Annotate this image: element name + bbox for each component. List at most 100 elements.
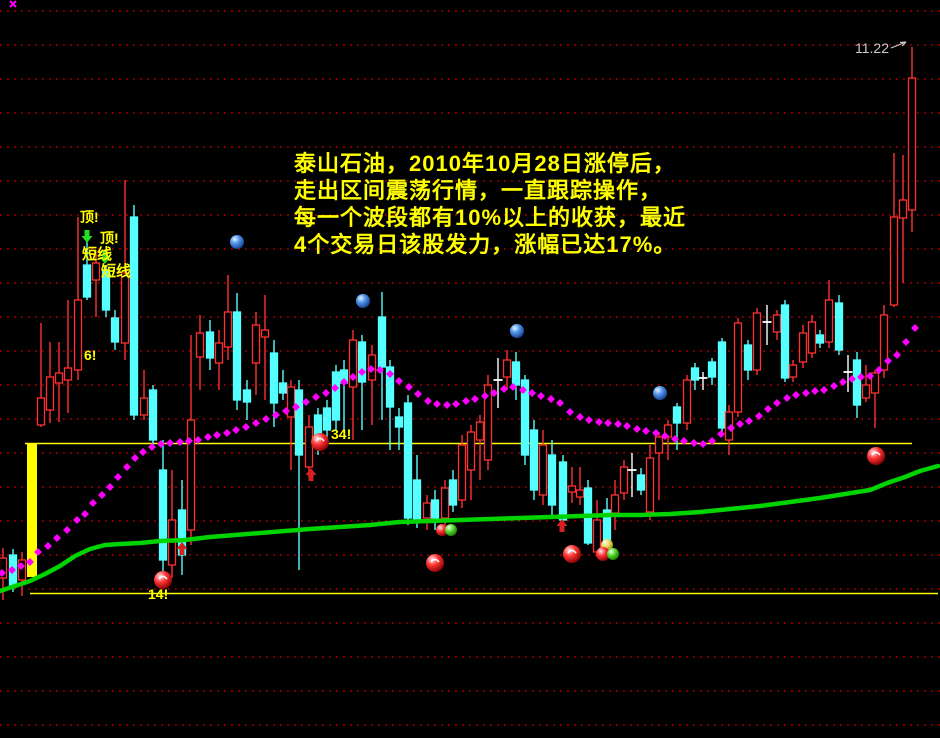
candle-body [879,314,889,371]
candle [762,305,772,345]
candle [772,310,782,340]
ma-dot [717,430,725,438]
ma-dot [73,516,81,524]
candle-body [422,502,432,519]
ma-dot [312,393,320,401]
point-label: 14! [148,586,168,602]
candle [54,342,64,422]
ball-shine [158,575,168,580]
ball [563,545,581,563]
candle-body [214,342,224,364]
candle [232,293,242,410]
ma-dot [699,440,707,448]
ma-dot [302,398,310,406]
red-ball-marker [596,547,610,561]
candle-body [260,329,270,338]
candle [654,432,664,500]
ma-dot [185,437,193,445]
candle-body [619,466,629,494]
candle [129,205,139,420]
candle [567,467,577,503]
ma-dot [89,499,97,507]
candle [707,358,717,385]
ma-dot [272,411,280,419]
ma-dot [642,427,650,435]
candle-body [815,334,825,344]
ma-dot [98,491,106,499]
candle [575,467,585,505]
candle-body [852,359,862,406]
ma-solid-line [0,463,940,594]
ma-dot [462,397,470,405]
candle [394,408,404,450]
candle-body [538,444,548,496]
candle-body [610,494,620,514]
candle [120,180,130,360]
candle-body [304,426,314,468]
ma-dot [262,415,270,423]
candle-body [278,382,288,394]
candle [367,345,377,425]
candle [63,300,73,413]
ma-dot [349,373,357,381]
candle-body [394,416,404,428]
candle [148,385,158,448]
blue-ball-marker [356,294,370,308]
candle [167,470,177,578]
candle-body [558,461,568,521]
candle-body [733,322,743,413]
ball [596,547,610,561]
candle-body [223,311,233,348]
candle [879,305,889,378]
ma-dot [764,405,772,413]
candle [475,415,485,480]
candle [788,360,798,382]
candle-body [110,317,120,343]
candle [889,153,899,307]
candle-body [73,299,83,371]
ma-dot [166,439,174,447]
annotation-line: 泰山石油，2010年10月28日涨停后， [294,151,676,176]
candle [682,375,692,430]
ma-dot [783,394,791,402]
candle-body [654,436,664,454]
candle-body [645,457,655,513]
ma-dot [745,417,753,425]
candle [870,370,880,428]
candle-body [377,316,387,368]
ball [653,386,667,400]
ma-dot [736,420,744,428]
green-ball-marker [445,524,457,536]
candle-body [101,269,111,311]
ma-dot [194,436,202,444]
candle-body [251,324,261,364]
candle [223,275,233,360]
ma-dot [131,454,139,462]
candle [269,340,279,427]
red-ball-marker [563,545,581,563]
candle [377,292,387,420]
candle [627,453,637,497]
blue-ball-marker [230,235,244,249]
point-label: 顶! [100,230,119,246]
ma-dot [902,338,910,346]
candle [743,340,753,380]
ma-dot [433,400,441,408]
candle-body [861,384,871,399]
ma-dot [556,399,564,407]
candle-body [457,444,467,501]
candle-body [91,262,101,281]
candle [898,155,908,283]
green-ball-marker [607,548,619,560]
candle [529,420,539,500]
ma-dot [690,439,698,447]
candle-body [529,429,539,491]
ma-dot [405,383,413,391]
candle [466,425,476,500]
candle-body [592,519,602,553]
candle-body [63,367,73,381]
candle [752,308,762,375]
candle [538,430,548,505]
red-ball-marker [436,524,448,536]
